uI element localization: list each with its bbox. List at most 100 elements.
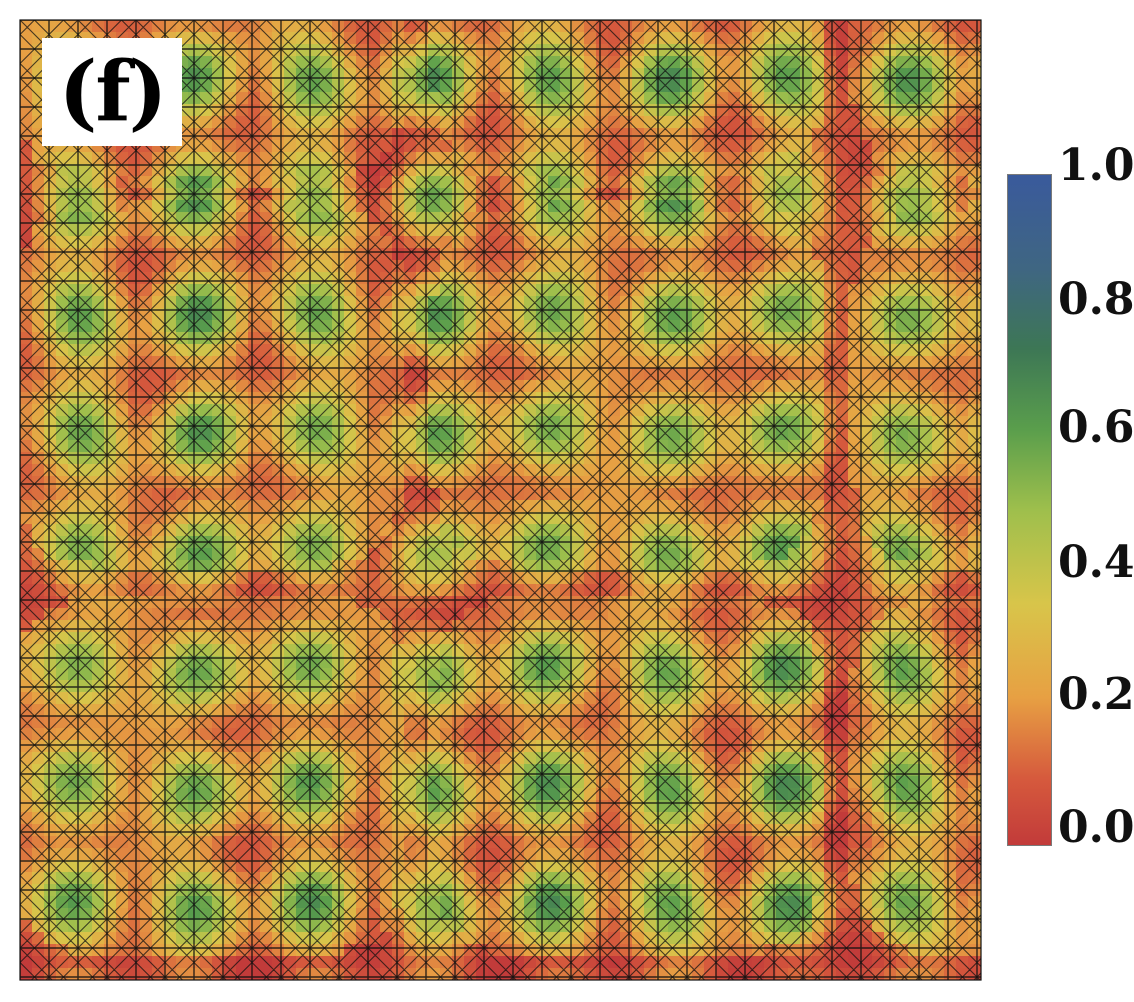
- field-cell: [872, 80, 885, 93]
- field-cell: [152, 704, 165, 717]
- field-cell: [32, 20, 45, 33]
- field-cell: [32, 248, 45, 261]
- field-cell: [788, 236, 801, 249]
- field-cell: [896, 608, 909, 621]
- field-cell: [224, 368, 237, 381]
- field-cell: [956, 212, 969, 225]
- field-cell: [500, 716, 513, 729]
- field-cell: [548, 452, 561, 465]
- field-cell: [644, 632, 657, 645]
- field-cell: [824, 728, 837, 741]
- field-cell: [848, 92, 861, 105]
- field-cell: [248, 284, 261, 297]
- field-cell: [572, 512, 585, 525]
- field-cell: [200, 680, 213, 693]
- field-cell: [392, 608, 405, 621]
- field-cell: [512, 644, 525, 657]
- field-cell: [212, 260, 225, 273]
- field-cell: [80, 572, 93, 585]
- field-cell: [224, 176, 237, 189]
- field-cell: [32, 80, 45, 93]
- field-cell: [524, 56, 537, 69]
- field-cell: [668, 20, 681, 33]
- field-cell: [584, 284, 597, 297]
- field-cell: [608, 128, 621, 141]
- field-cell: [632, 548, 645, 561]
- field-cell: [212, 176, 225, 189]
- field-cell: [920, 308, 933, 321]
- field-cell: [704, 500, 717, 513]
- field-cell: [836, 296, 849, 309]
- field-cell: [728, 320, 741, 333]
- field-cell: [656, 116, 669, 129]
- field-cell: [980, 380, 981, 393]
- field-cell: [836, 572, 849, 585]
- field-cell: [440, 692, 453, 705]
- field-cell: [248, 608, 261, 621]
- field-cell: [308, 20, 321, 33]
- field-cell: [392, 248, 405, 261]
- field-cell: [152, 200, 165, 213]
- field-cell: [692, 140, 705, 153]
- field-cell: [980, 200, 981, 213]
- field-cell: [488, 452, 501, 465]
- field-cell: [464, 752, 477, 765]
- field-cell: [980, 536, 981, 549]
- field-cell: [668, 284, 681, 297]
- field-cell: [524, 332, 537, 345]
- field-cell: [260, 344, 273, 357]
- field-cell: [848, 164, 861, 177]
- field-cell: [800, 296, 813, 309]
- field-cell: [140, 452, 153, 465]
- field-cell: [248, 692, 261, 705]
- field-cell: [200, 752, 213, 765]
- field-cell: [560, 20, 573, 33]
- field-cell: [200, 452, 213, 465]
- field-cell: [128, 608, 141, 621]
- field-cell: [968, 20, 981, 33]
- field-cell: [668, 200, 681, 213]
- field-cell: [164, 428, 177, 441]
- field-cell: [128, 212, 141, 225]
- field-cell: [488, 740, 501, 753]
- field-cell: [488, 500, 501, 513]
- field-cell: [644, 584, 657, 597]
- field-cell: [44, 548, 57, 561]
- field-cell: [260, 596, 273, 609]
- field-cell: [380, 320, 393, 333]
- field-cell: [356, 32, 369, 45]
- field-cell: [356, 620, 369, 633]
- field-cell: [704, 104, 717, 117]
- field-cell: [140, 500, 153, 513]
- field-cell: [908, 152, 921, 165]
- field-cell: [704, 320, 717, 333]
- field-cell: [20, 284, 33, 297]
- field-cell: [980, 404, 981, 417]
- field-cell: [404, 116, 417, 129]
- field-cell: [368, 620, 381, 633]
- field-cell: [848, 488, 861, 501]
- field-cell: [572, 176, 585, 189]
- field-cell: [980, 596, 981, 609]
- field-cell: [500, 20, 513, 33]
- field-cell: [296, 104, 309, 117]
- field-cell: [548, 44, 561, 57]
- field-cell: [656, 260, 669, 273]
- field-cell: [260, 524, 273, 537]
- field-cell: [236, 80, 249, 93]
- field-cell: [932, 152, 945, 165]
- field-cell: [692, 152, 705, 165]
- field-cell: [260, 752, 273, 765]
- field-cell: [500, 368, 513, 381]
- field-cell: [368, 212, 381, 225]
- field-cell: [80, 176, 93, 189]
- field-cell: [356, 152, 369, 165]
- field-cell: [980, 308, 981, 321]
- field-cell: [572, 140, 585, 153]
- field-cell: [620, 464, 633, 477]
- field-cell: [632, 500, 645, 513]
- field-cell: [872, 296, 885, 309]
- field-cell: [632, 716, 645, 729]
- field-cell: [332, 308, 345, 321]
- field-cell: [164, 308, 177, 321]
